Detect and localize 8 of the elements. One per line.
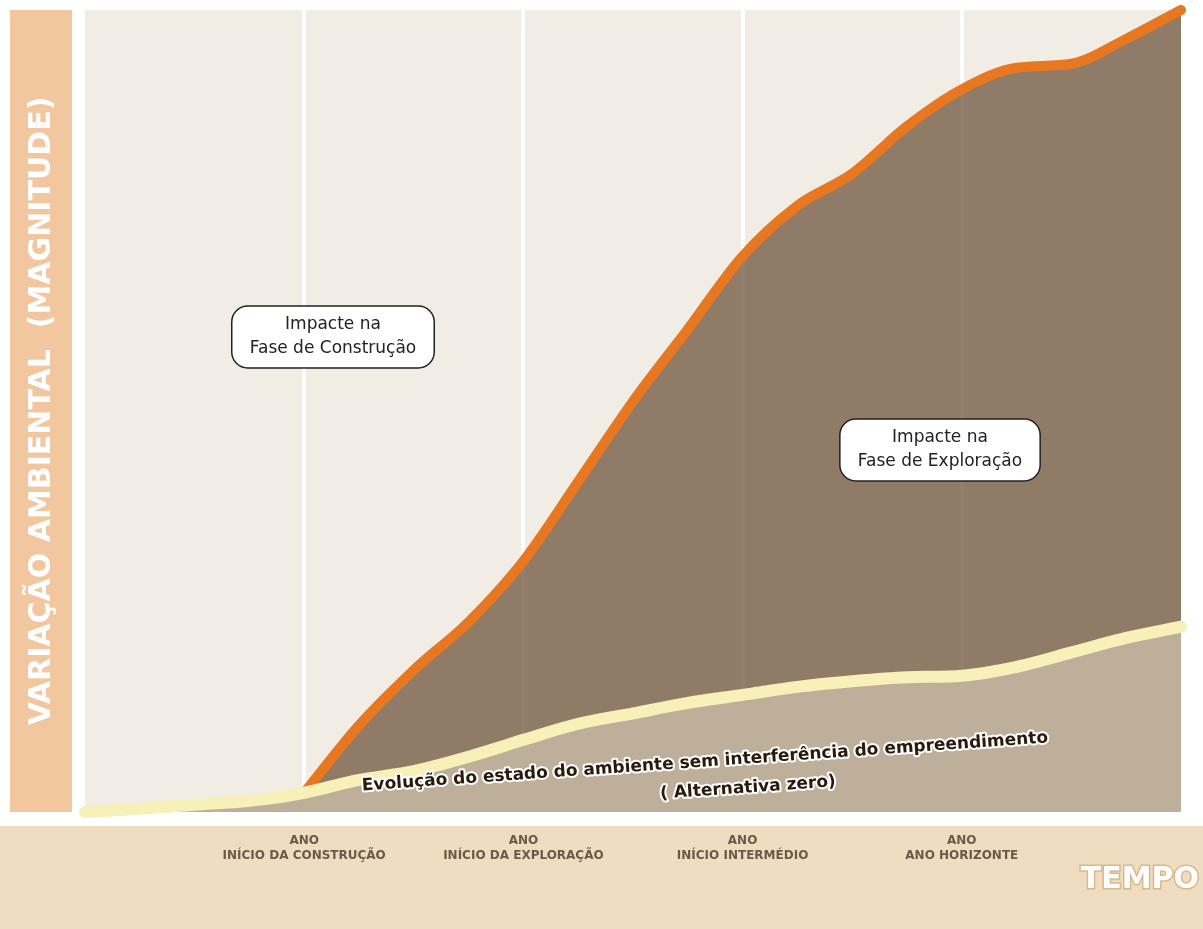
annotation: Impacte na Fase de Exploração — [857, 426, 1023, 471]
x-tick-label: ANO ANO HORIZONTE — [905, 833, 1019, 862]
x-tick-label: ANO INÍCIO DA EXPLORAÇÃO — [443, 833, 604, 862]
x-tick-label: ANO INÍCIO DA CONSTRUÇÃO — [222, 833, 386, 862]
annotation: Impacte na Fase de Construção — [249, 313, 417, 358]
x-axis-title: TEMPO — [1080, 859, 1199, 895]
y-axis-title: VARIAÇÃO AMBIENTAL (MAGNITUDE) — [20, 96, 57, 726]
x-tick-label: ANO INÍCIO INTERMÉDIO — [676, 833, 809, 862]
